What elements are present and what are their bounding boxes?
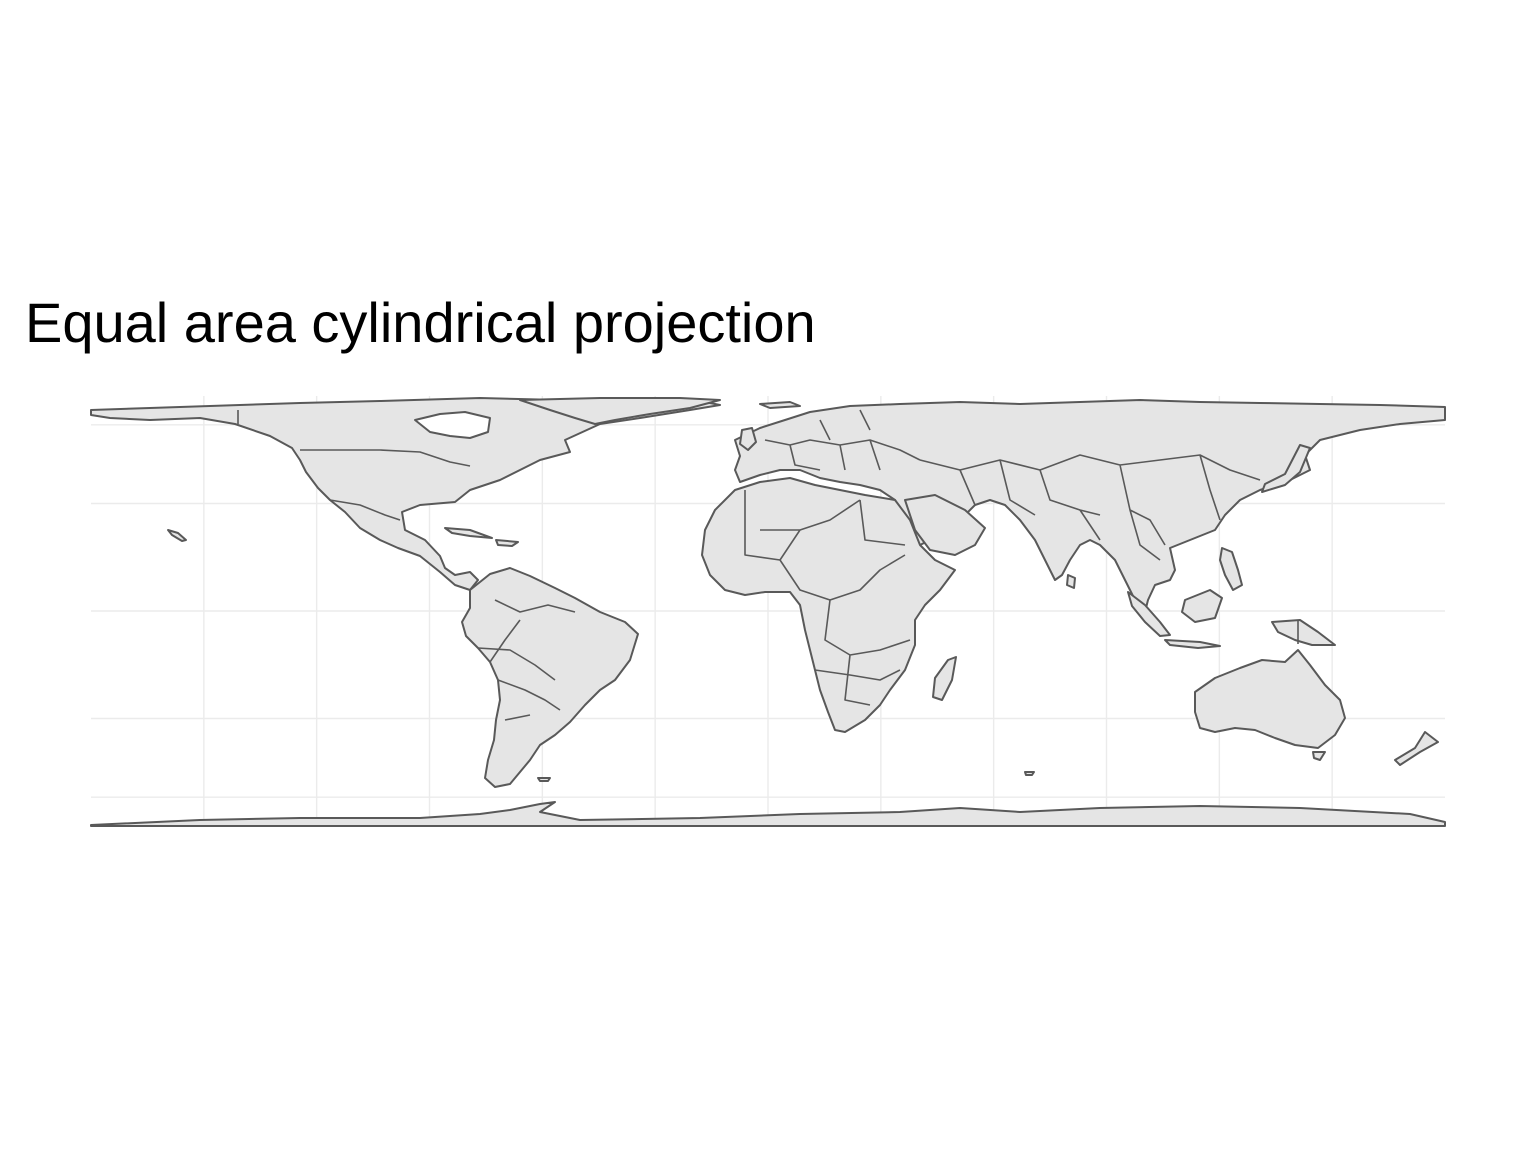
landmass-australia bbox=[1194, 649, 1346, 749]
landmass-africa bbox=[701, 477, 956, 733]
borders-south-america bbox=[477, 599, 576, 721]
island-sri-lanka bbox=[1066, 574, 1076, 589]
island-cuba bbox=[444, 527, 493, 539]
country-borders bbox=[237, 409, 1299, 721]
island-hawaii bbox=[167, 529, 187, 542]
island-borneo bbox=[1181, 589, 1223, 623]
hudson-bay bbox=[414, 411, 491, 439]
island-falklands bbox=[537, 777, 551, 782]
island-java bbox=[1164, 639, 1221, 649]
landmass-north-america bbox=[90, 397, 721, 591]
island-japan bbox=[1261, 444, 1311, 493]
island-new-guinea bbox=[1271, 619, 1336, 646]
border-usa-mexico bbox=[329, 499, 401, 521]
island-svalbard bbox=[759, 401, 801, 409]
island-new-zealand bbox=[1394, 731, 1439, 766]
island-madagascar bbox=[932, 656, 957, 701]
island-sumatra bbox=[1127, 591, 1171, 637]
landmass-south-america bbox=[461, 567, 639, 788]
landmass-greenland bbox=[519, 397, 721, 425]
island-hispaniola bbox=[495, 539, 519, 547]
island-great-britain bbox=[739, 427, 757, 451]
island-kerguelen bbox=[1024, 771, 1035, 776]
landmass-arabia bbox=[904, 494, 986, 556]
border-usa-canada bbox=[300, 449, 471, 467]
borders-europe bbox=[764, 409, 921, 471]
island-philippines bbox=[1219, 547, 1243, 591]
borders-asia bbox=[919, 454, 1261, 561]
landmasses bbox=[90, 397, 1446, 827]
borders-africa bbox=[744, 490, 911, 706]
landmass-antarctica bbox=[90, 801, 1446, 827]
plot-title: Equal area cylindrical projection bbox=[25, 291, 816, 354]
island-tasmania bbox=[1312, 751, 1326, 761]
